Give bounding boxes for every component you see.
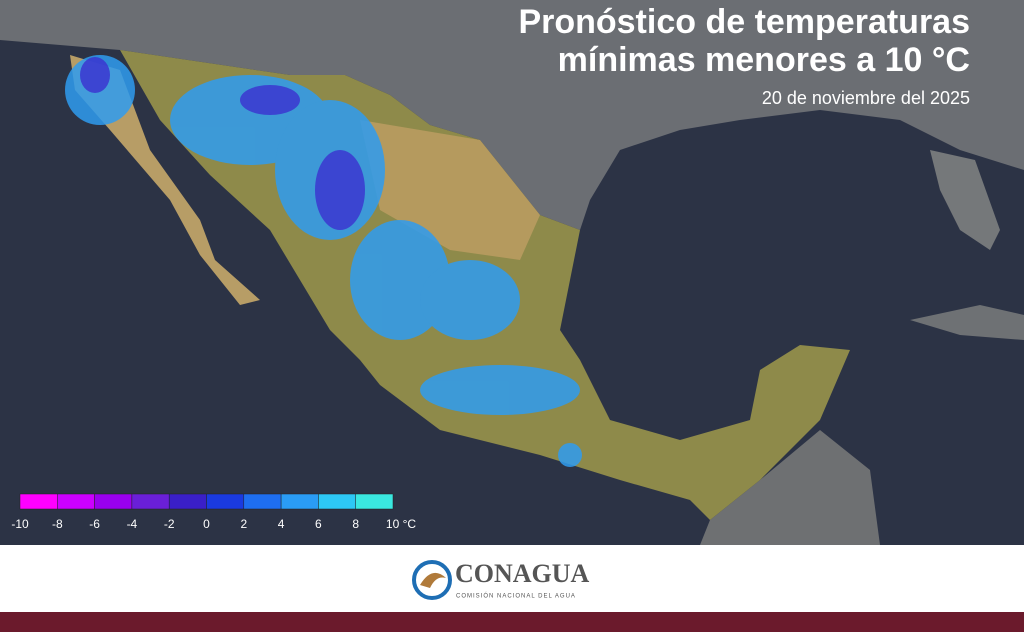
legend-swatch xyxy=(168,493,207,510)
legend-label: -10 xyxy=(11,517,29,531)
legend-label: 10 °C xyxy=(386,517,416,531)
footer xyxy=(0,545,1024,612)
us-land xyxy=(0,0,1024,230)
cold-area xyxy=(420,365,580,415)
cold-core xyxy=(240,85,300,115)
legend-label: 0 xyxy=(203,517,210,531)
legend-swatch xyxy=(243,493,282,510)
very-cold-areas xyxy=(80,57,365,230)
legend-swatch xyxy=(280,493,319,510)
legend-label: -2 xyxy=(164,517,175,531)
central-america xyxy=(700,430,880,545)
logo xyxy=(412,560,452,600)
northern-plateau xyxy=(360,120,540,260)
legend: -10 -8 -6 -4 -2 0 2 4 6 8 10 °C xyxy=(11,493,416,531)
legend-swatch xyxy=(355,493,394,510)
legend-swatch xyxy=(19,493,58,510)
footer-bar xyxy=(0,612,1024,632)
legend-label: -8 xyxy=(52,517,63,531)
cold-core xyxy=(80,57,110,93)
cuba xyxy=(910,305,1024,340)
legend-label: 6 xyxy=(315,517,322,531)
title: Pronóstico de temperaturas xyxy=(518,3,970,41)
logo-ring xyxy=(412,560,452,600)
legend-swatch xyxy=(318,493,356,510)
legend-swatch xyxy=(57,493,95,510)
logo-mark xyxy=(420,572,446,588)
legend-swatch xyxy=(94,493,133,510)
title: mínimas menores a 10 °C xyxy=(558,41,970,79)
cold-core xyxy=(315,150,365,230)
legend-label: -4 xyxy=(127,517,138,531)
legend-label: 8 xyxy=(352,517,359,531)
legend-swatch xyxy=(131,493,170,510)
legend-swatch xyxy=(206,493,245,510)
brand: CONAGUA xyxy=(455,559,590,588)
florida xyxy=(930,150,1000,250)
cold-area xyxy=(558,443,582,467)
cold-area xyxy=(420,260,520,340)
legend-label: 2 xyxy=(240,517,247,531)
date: 20 de noviembre del 2025 xyxy=(762,88,970,108)
legend-label: 4 xyxy=(278,517,285,531)
brand-subtitle: COMISIÓN NACIONAL DEL AGUA xyxy=(456,593,576,600)
legend-label: -6 xyxy=(89,517,100,531)
